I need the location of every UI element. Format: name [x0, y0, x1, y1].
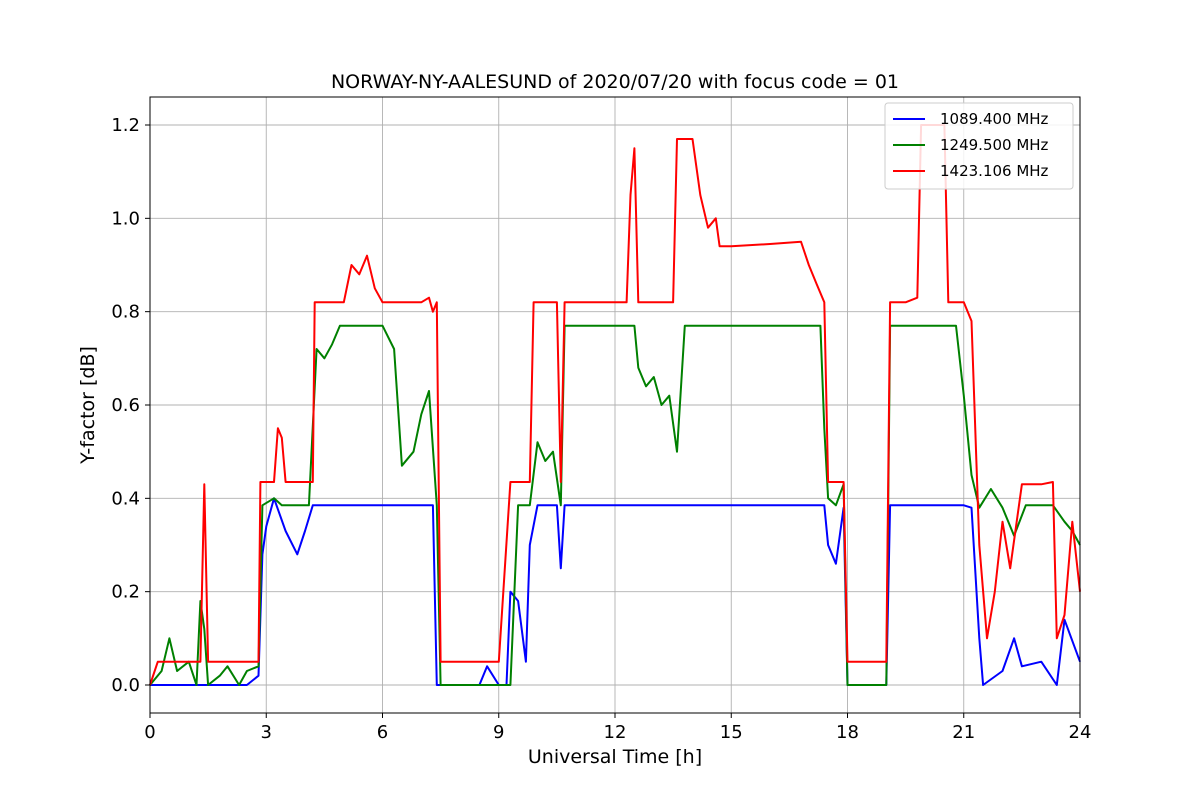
legend-label: 1249.500 MHz	[940, 136, 1049, 154]
x-axis-label: Universal Time [h]	[528, 746, 702, 768]
y-tick-label: 1.0	[111, 208, 140, 229]
x-tick-label: 0	[144, 722, 155, 743]
x-tick-label: 3	[261, 722, 272, 743]
y-tick-label: 0.4	[111, 488, 140, 509]
chart-title: NORWAY-NY-AALESUND of 2020/07/20 with fo…	[331, 71, 899, 93]
x-tick-label: 18	[836, 722, 859, 743]
series-line	[150, 497, 1081, 686]
ticks: 0 3 6 9 12 15 18 21 24 0.0 0.2 0.4 0.6 0.8 1.0 1.2	[111, 115, 1091, 743]
x-tick-label: 24	[1069, 722, 1092, 743]
x-tick-label: 6	[377, 722, 388, 743]
y-tick-label: 0.2	[111, 582, 140, 603]
legend-label: 1423.106 MHz	[940, 162, 1049, 180]
y-tick-label: 1.2	[111, 115, 140, 136]
x-tick-label: 21	[952, 722, 975, 743]
legend-box	[884, 102, 1074, 190]
x-tick-label: 9	[493, 722, 504, 743]
y-axis-label: Y-factor [dB]	[77, 346, 99, 465]
plot-area	[149, 124, 1081, 686]
series-line	[149, 324, 1081, 686]
x-tick-label: 12	[604, 722, 627, 743]
y-tick-label: 0.8	[111, 302, 140, 323]
y-tick-label: 0.0	[111, 675, 140, 696]
legend-label: 1089.400 MHz	[940, 110, 1049, 128]
y-tick-label: 0.6	[111, 395, 140, 416]
series-line	[149, 124, 1081, 686]
legend: 1089.400 MHz 1249.500 MHz 1423.106 MHz	[884, 102, 1074, 190]
x-tick-label: 15	[720, 722, 743, 743]
